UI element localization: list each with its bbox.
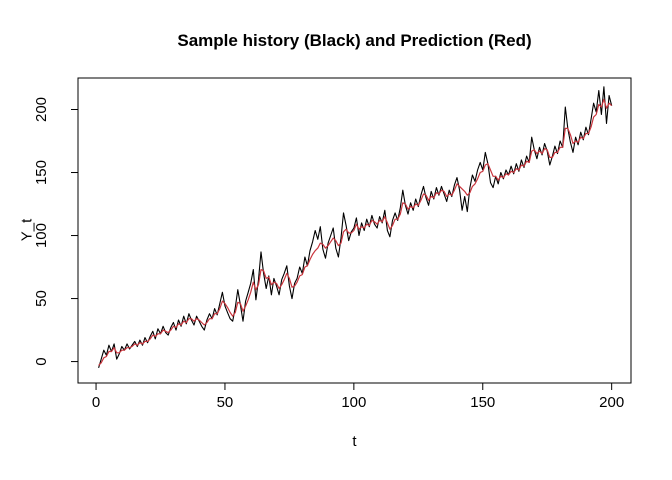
- x-tick-label: 100: [341, 394, 366, 411]
- y-tick-label: 50: [33, 290, 50, 307]
- history-line: [98, 86, 613, 369]
- y-tick-label: 0: [33, 357, 50, 365]
- prediction-line: [98, 98, 613, 366]
- y-tick-label: 200: [33, 97, 50, 122]
- y-axis-title: Y_t: [18, 218, 36, 242]
- y-tick-label: 150: [33, 160, 50, 185]
- x-axis-title: t: [352, 433, 357, 450]
- x-tick-label: 50: [217, 394, 234, 411]
- y-tick-label: 100: [33, 223, 50, 248]
- x-tick-label: 150: [470, 394, 495, 411]
- plot-box: [77, 77, 632, 384]
- x-tick-label: 0: [92, 394, 100, 411]
- x-tick-label: 200: [599, 394, 624, 411]
- chart-title: Sample history (Black) and Prediction (R…: [177, 31, 532, 50]
